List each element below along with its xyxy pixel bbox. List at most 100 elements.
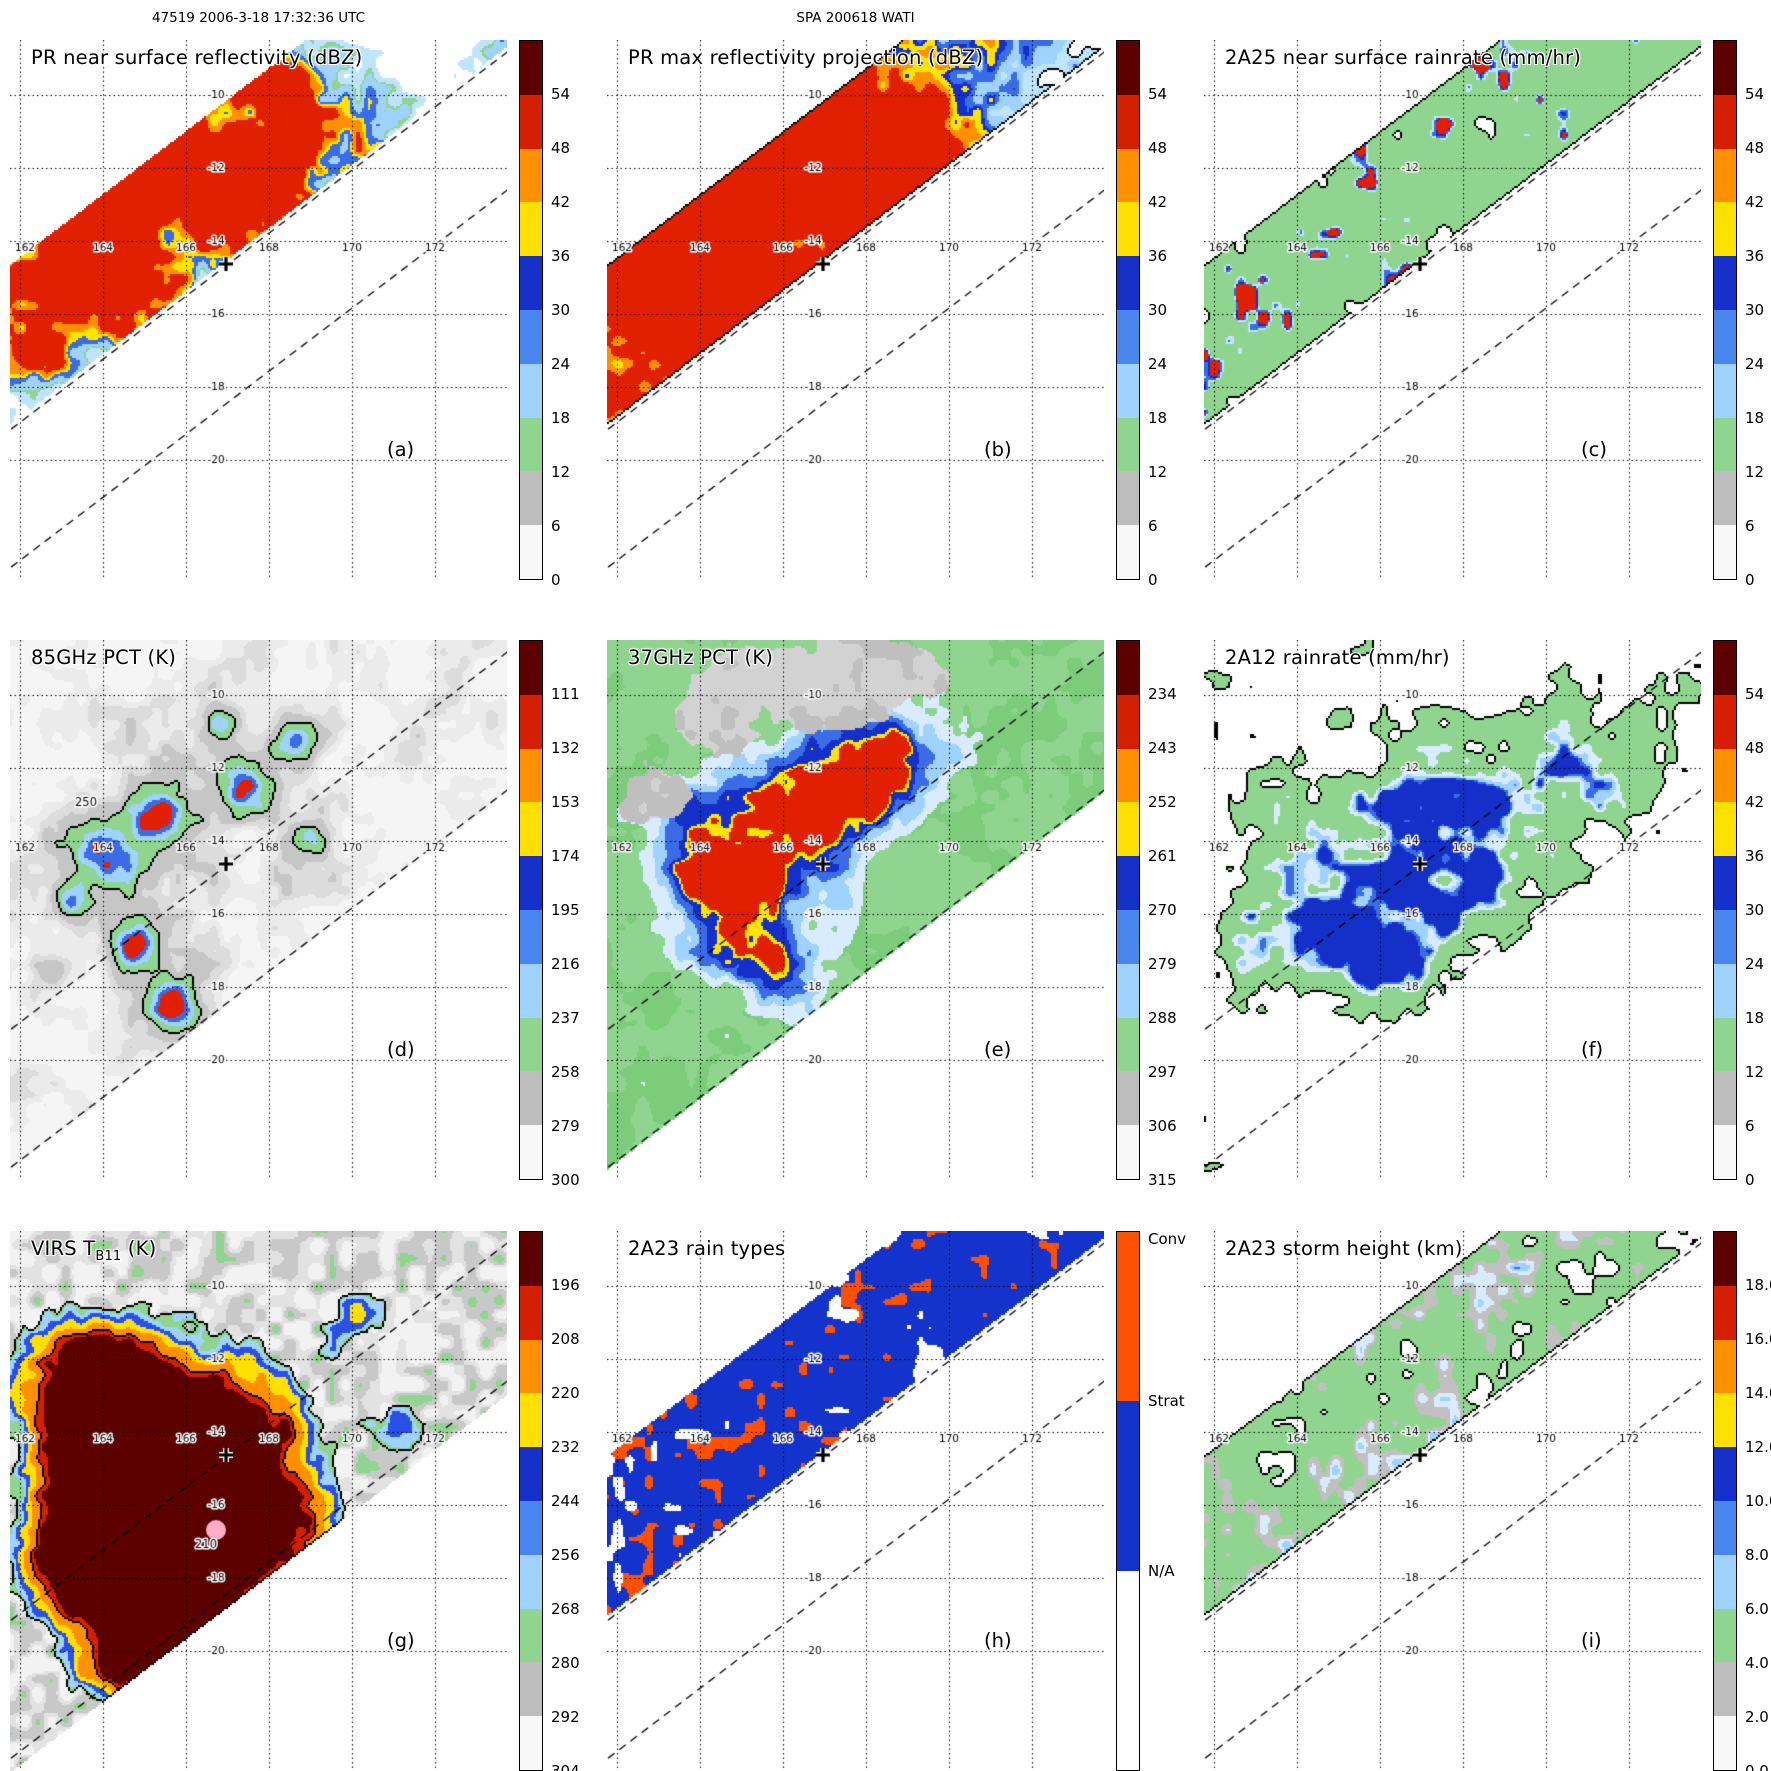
colorbar-tick: 315 [1148, 1171, 1177, 1189]
panel-title-text: 2A12 rainrate (mm/hr) [1225, 646, 1450, 669]
colorbar-segment [1117, 1125, 1139, 1179]
colorbar-tick: 2.0 [1745, 1708, 1769, 1726]
colorbar-segment [1714, 363, 1736, 418]
colorbar-segment [1117, 963, 1139, 1018]
colorbar-tick: 288 [1148, 1009, 1177, 1027]
map-plot-area: PR max reflectivity projection (dBZ) (b) [607, 40, 1104, 580]
colorbar-segment [520, 1393, 542, 1448]
colorbar-segment [1714, 148, 1736, 203]
colorbar-segment [1117, 856, 1139, 910]
colorbar-tick: 14.0 [1745, 1384, 1771, 1402]
panel-letter: (i) [1581, 1629, 1602, 1652]
map-panel-c: 2A25 near surface rainrate (mm/hr) (c) 5… [1204, 40, 1771, 589]
colorbar [1713, 40, 1737, 580]
colorbar-tick-labels: 111 132 153 174 195 216 237 258 279 300 [551, 640, 603, 1189]
colorbar-tick: 268 [551, 1600, 580, 1618]
colorbar-tick: 48 [1745, 739, 1765, 757]
map-canvas [607, 1231, 1104, 1771]
map-plot-area: 85GHz PCT (K) (d) [10, 640, 507, 1180]
panel-title: 2A23 storm height (km) [1225, 1237, 1463, 1264]
colorbar-segment [520, 202, 542, 257]
colorbar-tick: 12 [1148, 463, 1168, 481]
colorbar-segment [1714, 1662, 1736, 1717]
map-panel-b: PR max reflectivity projection (dBZ) (b)… [607, 40, 1203, 589]
storm-case-header: SPA 200618 WATI [796, 10, 915, 26]
colorbar-segment [1714, 1017, 1736, 1072]
colorbar-tick: 237 [551, 1009, 580, 1027]
colorbar-segment [1714, 1285, 1736, 1340]
colorbar-segment [520, 963, 542, 1018]
colorbar-tick: 12.0 [1745, 1438, 1771, 1456]
colorbar-tick: 297 [1148, 1063, 1177, 1081]
colorbar-segment [1714, 1716, 1736, 1770]
map-canvas [10, 640, 507, 1180]
colorbar-category-label: N/A [1148, 1562, 1175, 1581]
colorbar-segment [520, 471, 542, 526]
map-canvas [10, 40, 507, 580]
panel-title: 2A25 near surface rainrate (mm/hr) [1225, 46, 1581, 73]
colorbar-segment [1714, 525, 1736, 579]
colorbar-segment [1117, 525, 1139, 579]
colorbar-tick: 12 [1745, 463, 1765, 481]
colorbar-segment [520, 1125, 542, 1179]
colorbar-segment [1714, 1393, 1736, 1448]
panel-letter: (h) [984, 1629, 1012, 1652]
colorbar-tick-labels: 54 48 42 36 30 24 18 12 6 0 [551, 40, 603, 589]
panel-title-text: 2A25 near surface rainrate (mm/hr) [1225, 46, 1582, 69]
panel-title: 85GHz PCT (K) [31, 646, 176, 673]
map-canvas [1204, 640, 1701, 1180]
colorbar-tick: 132 [551, 739, 580, 757]
colorbar-tick: 48 [1745, 139, 1765, 157]
panel-letter: (f) [1581, 1038, 1604, 1061]
colorbar-segment [520, 41, 542, 95]
colorbar-segment [520, 1017, 542, 1072]
colorbar-tick: 42 [1745, 793, 1765, 811]
panel-letter: (c) [1581, 438, 1607, 461]
colorbar-tick: 220 [551, 1384, 580, 1402]
colorbar-tick: 208 [551, 1330, 580, 1348]
colorbar-segment [520, 1071, 542, 1126]
colorbar-tick-labels: Conv Strat N/A [1148, 1230, 1200, 1771]
colorbar [1713, 1231, 1737, 1771]
colorbar-segment [520, 148, 542, 203]
panel-title-text: 2A23 rain types [628, 1237, 786, 1260]
colorbar-segment [520, 525, 542, 579]
map-panel-a: PR near surface reflectivity (dBZ) (a) 5… [10, 40, 606, 589]
colorbar-tick: 30 [1148, 301, 1168, 319]
colorbar-tick: 48 [551, 139, 571, 157]
panel-title-text: 85GHz PCT (K) [31, 646, 177, 669]
colorbar [1116, 40, 1140, 580]
colorbar-tick: 292 [551, 1708, 580, 1726]
colorbar-segment [1714, 471, 1736, 526]
colorbar-segment [1117, 802, 1139, 857]
colorbar-tick: 234 [1148, 685, 1177, 703]
colorbar-tick: 54 [551, 85, 571, 103]
map-panel-g: VIRS TB11 (K) (g) 196 208 220 232 244 256 268 2… [10, 1231, 606, 1771]
colorbar-tick: 54 [1745, 85, 1765, 103]
colorbar-segment [1714, 641, 1736, 695]
colorbar-segment [1117, 417, 1139, 472]
colorbar-segment [520, 1716, 542, 1770]
colorbar-segment [520, 856, 542, 910]
map-panel-d: 85GHz PCT (K) (d) 111 132 153 174 195 216 237 2… [10, 640, 606, 1189]
colorbar-segment [520, 748, 542, 803]
map-canvas [10, 1231, 507, 1771]
panel-title-text: 2A23 storm height (km) [1225, 1237, 1463, 1260]
map-plot-area: 2A23 storm height (km) (i) [1204, 1231, 1701, 1771]
colorbar-tick: 252 [1148, 793, 1177, 811]
colorbar-segment [1117, 148, 1139, 203]
colorbar-segment [520, 417, 542, 472]
colorbar-segment [1714, 694, 1736, 749]
colorbar-segment [1117, 309, 1139, 364]
colorbar-segment [1714, 1447, 1736, 1501]
panel-title-subscript: B11 [95, 1248, 122, 1264]
colorbar-segment [520, 1554, 542, 1609]
colorbar-tick: 279 [1148, 955, 1177, 973]
map-panel-i: 2A23 storm height (km) (i) 18.016.014.01… [1204, 1231, 1771, 1771]
colorbar-segment [1714, 1500, 1736, 1555]
panel-title: PR max reflectivity projection (dBZ) [628, 46, 983, 73]
colorbar-segment [520, 694, 542, 749]
colorbar-segment [1117, 41, 1139, 95]
colorbar-tick: 8.0 [1745, 1546, 1769, 1564]
orbit-timestamp-header: 47519 2006-3-18 17:32:36 UTC [151, 10, 366, 26]
